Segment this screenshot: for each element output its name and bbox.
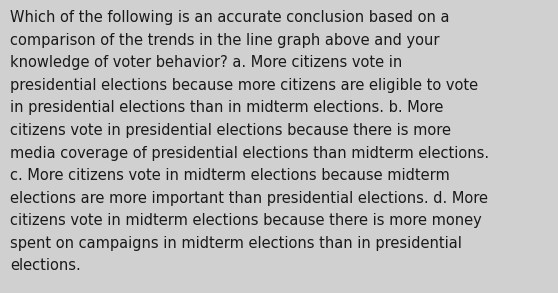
Text: citizens vote in presidential elections because there is more: citizens vote in presidential elections … xyxy=(10,123,451,138)
Text: c. More citizens vote in midterm elections because midterm: c. More citizens vote in midterm electio… xyxy=(10,168,450,183)
Text: elections.: elections. xyxy=(10,258,81,273)
Text: elections are more important than presidential elections. d. More: elections are more important than presid… xyxy=(10,191,488,206)
Text: in presidential elections than in midterm elections. b. More: in presidential elections than in midter… xyxy=(10,100,444,115)
Text: spent on campaigns in midterm elections than in presidential: spent on campaigns in midterm elections … xyxy=(10,236,462,251)
Text: comparison of the trends in the line graph above and your: comparison of the trends in the line gra… xyxy=(10,33,440,48)
Text: knowledge of voter behavior? a. More citizens vote in: knowledge of voter behavior? a. More cit… xyxy=(10,55,402,70)
Text: media coverage of presidential elections than midterm elections.: media coverage of presidential elections… xyxy=(10,146,489,161)
Text: presidential elections because more citizens are eligible to vote: presidential elections because more citi… xyxy=(10,78,478,93)
Text: citizens vote in midterm elections because there is more money: citizens vote in midterm elections becau… xyxy=(10,213,482,228)
Text: Which of the following is an accurate conclusion based on a: Which of the following is an accurate co… xyxy=(10,10,450,25)
